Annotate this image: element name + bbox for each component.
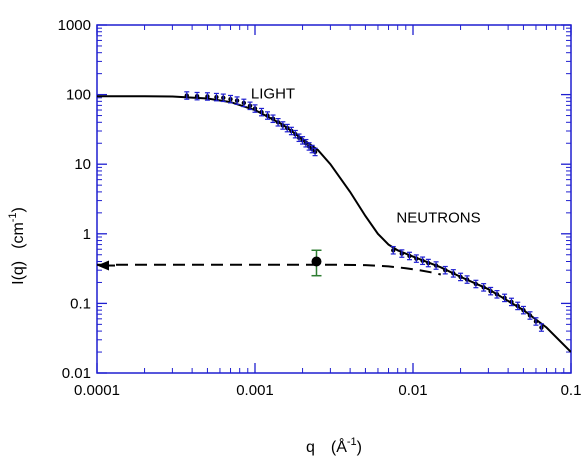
x-axis-title-close: ) [357, 439, 362, 456]
solid-fit-line [97, 95, 571, 353]
annotation-label: NEUTRONS [396, 210, 480, 227]
x-tick-label: 0.001 [236, 382, 274, 399]
y-tick-label: 0.1 [70, 295, 91, 312]
highlight-data-point [311, 256, 322, 267]
x-tick-label: 0.0001 [74, 382, 120, 399]
x-tick-label: 0.01 [398, 382, 427, 399]
y-tick-label: 1000 [58, 17, 91, 34]
y-axis-title-close: ) [10, 207, 27, 212]
plot-area: 0.0001 0.001 0.01 0.1 0.01 0.1 1 10 100 1000 LIGHT… [58, 17, 582, 399]
svg-text:I(q)(cm-1): I(q) (cm-1) [7, 207, 27, 285]
dashed-fit-line [97, 263, 442, 276]
annotation-label: LIGHT [251, 85, 295, 102]
y-axis-title-unit: (cm [10, 222, 27, 249]
x-axis-title-unit: (Å [331, 437, 347, 456]
y-axis-title-exponent: -1 [7, 212, 19, 222]
y-axis-title-main: I(q) [10, 261, 27, 285]
y-tick-label: 100 [66, 87, 91, 104]
svg-text:q(Å-1): q (Å-1) [306, 436, 362, 456]
y-axis-title: I(q) (cm-1) [7, 207, 27, 285]
y-tick-label: 1 [83, 226, 91, 243]
plot-frame [96, 24, 572, 374]
arrow-head [97, 260, 109, 271]
x-axis-title-main: q [306, 439, 315, 456]
x-axis-title: q (Å-1) [306, 436, 362, 456]
y-tick-label: 0.01 [62, 365, 91, 382]
x-axis-title-exponent: -1 [347, 436, 357, 448]
series-group [97, 93, 571, 353]
x-tick-label: 0.1 [561, 382, 582, 399]
y-tick-label: 10 [74, 156, 91, 173]
